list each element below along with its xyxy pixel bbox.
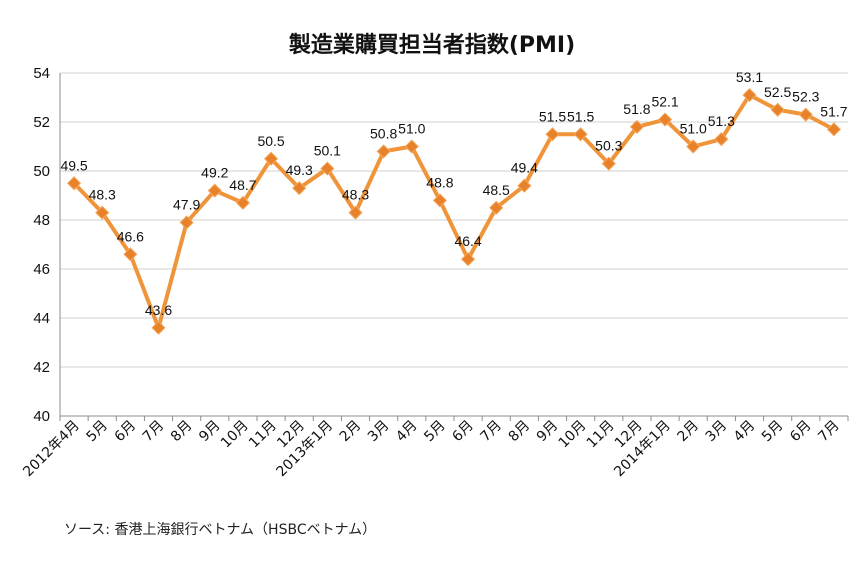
data-point [545,127,560,142]
data-point [151,320,166,335]
x-tick-label: 10月 [556,418,590,452]
data-label: 50.8 [370,125,397,141]
data-point [376,144,391,159]
chart-title: 製造業購買担当者指数(PMI) [288,32,575,58]
data-label: 52.1 [651,94,678,110]
series-line [72,93,836,330]
data-label: 50.5 [257,133,284,149]
data-label: 49.5 [60,157,87,173]
data-point [770,102,785,117]
x-tick-label: 7月 [478,418,506,446]
y-tick-label: 44 [33,310,50,327]
x-tick-label: 2月 [675,418,703,446]
x-tick-label: 2月 [337,418,365,446]
data-label: 51.8 [623,101,650,117]
y-tick-label: 50 [33,163,50,180]
x-tick-label: 7月 [140,418,168,446]
data-label: 51.3 [708,113,735,129]
data-label: 46.6 [117,228,144,244]
x-tick-label: 5月 [84,418,112,446]
x-tick-label: 8月 [168,418,196,446]
x-tick-label: 4月 [393,418,421,446]
data-point [629,119,644,134]
data-point [264,151,279,166]
y-tick-label: 52 [33,114,50,131]
x-tick-label: 5月 [759,418,787,446]
data-label: 47.9 [173,196,200,212]
data-point [404,139,419,154]
data-point [826,122,841,137]
data-label: 48.7 [229,177,256,193]
data-point [95,205,110,220]
x-tick-label: 10月 [218,418,252,452]
data-point [348,205,363,220]
data-point [320,161,335,176]
data-label: 49.3 [286,162,313,178]
data-label: 50.3 [595,138,622,154]
x-tick-label: 7月 [815,418,843,446]
data-point [686,139,701,154]
data-point [601,156,616,171]
data-point [207,183,222,198]
x-tick-label: 11月 [246,418,280,452]
y-axis: 40 42 44 46 48 50 52 54 [33,65,61,425]
data-label: 52.5 [764,84,791,100]
data-label: 52.3 [792,89,819,105]
data-point [658,112,673,127]
x-tick-label: 2012年4月 [20,418,83,481]
series-pmi [67,87,841,335]
y-tick-label: 42 [33,359,50,376]
data-label: 51.5 [539,108,566,124]
data-label: 43.6 [145,302,172,318]
y-tick-label: 40 [33,408,50,425]
x-tick-label: 3月 [703,418,731,446]
data-point [573,127,588,142]
x-tick-label: 8月 [506,418,534,446]
data-point [292,181,307,196]
data-point [67,176,82,191]
x-tick-label: 4月 [731,418,759,446]
data-labels: 49.548.346.643.647.949.248.750.549.350.1… [60,69,847,318]
data-point [489,200,504,215]
data-label: 51.7 [820,103,847,119]
data-point [461,252,476,267]
x-tick-label: 6月 [449,418,477,446]
data-label: 49.2 [201,165,228,181]
data-point [798,107,813,122]
y-tick-label: 46 [33,261,50,278]
data-label: 50.1 [314,143,341,159]
x-tick-label: 6月 [787,418,815,446]
y-tick-label: 48 [33,212,50,229]
source-note: ソース: 香港上海銀行ベトナム（HSBCベトナム） [64,522,377,538]
data-point [742,87,757,103]
data-point [714,132,729,147]
data-label: 48.3 [342,187,369,203]
x-tick-label: 11月 [584,418,618,452]
data-point [179,215,194,230]
y-tick-label: 54 [33,65,50,82]
x-tick-label: 3月 [365,418,393,446]
data-point [517,178,532,193]
data-label: 51.5 [567,108,594,124]
data-label: 48.8 [426,174,453,190]
x-tick-label: 6月 [112,418,140,446]
x-tick-label: 5月 [421,418,449,446]
data-label: 53.1 [736,69,763,85]
data-label: 46.4 [454,233,481,249]
data-point [432,193,447,208]
data-label: 51.0 [398,121,425,137]
data-point [235,195,250,210]
data-label: 51.0 [680,121,707,137]
data-point [123,247,138,262]
data-label: 48.3 [89,187,116,203]
data-label: 49.4 [511,160,538,176]
data-label: 48.5 [483,182,510,198]
